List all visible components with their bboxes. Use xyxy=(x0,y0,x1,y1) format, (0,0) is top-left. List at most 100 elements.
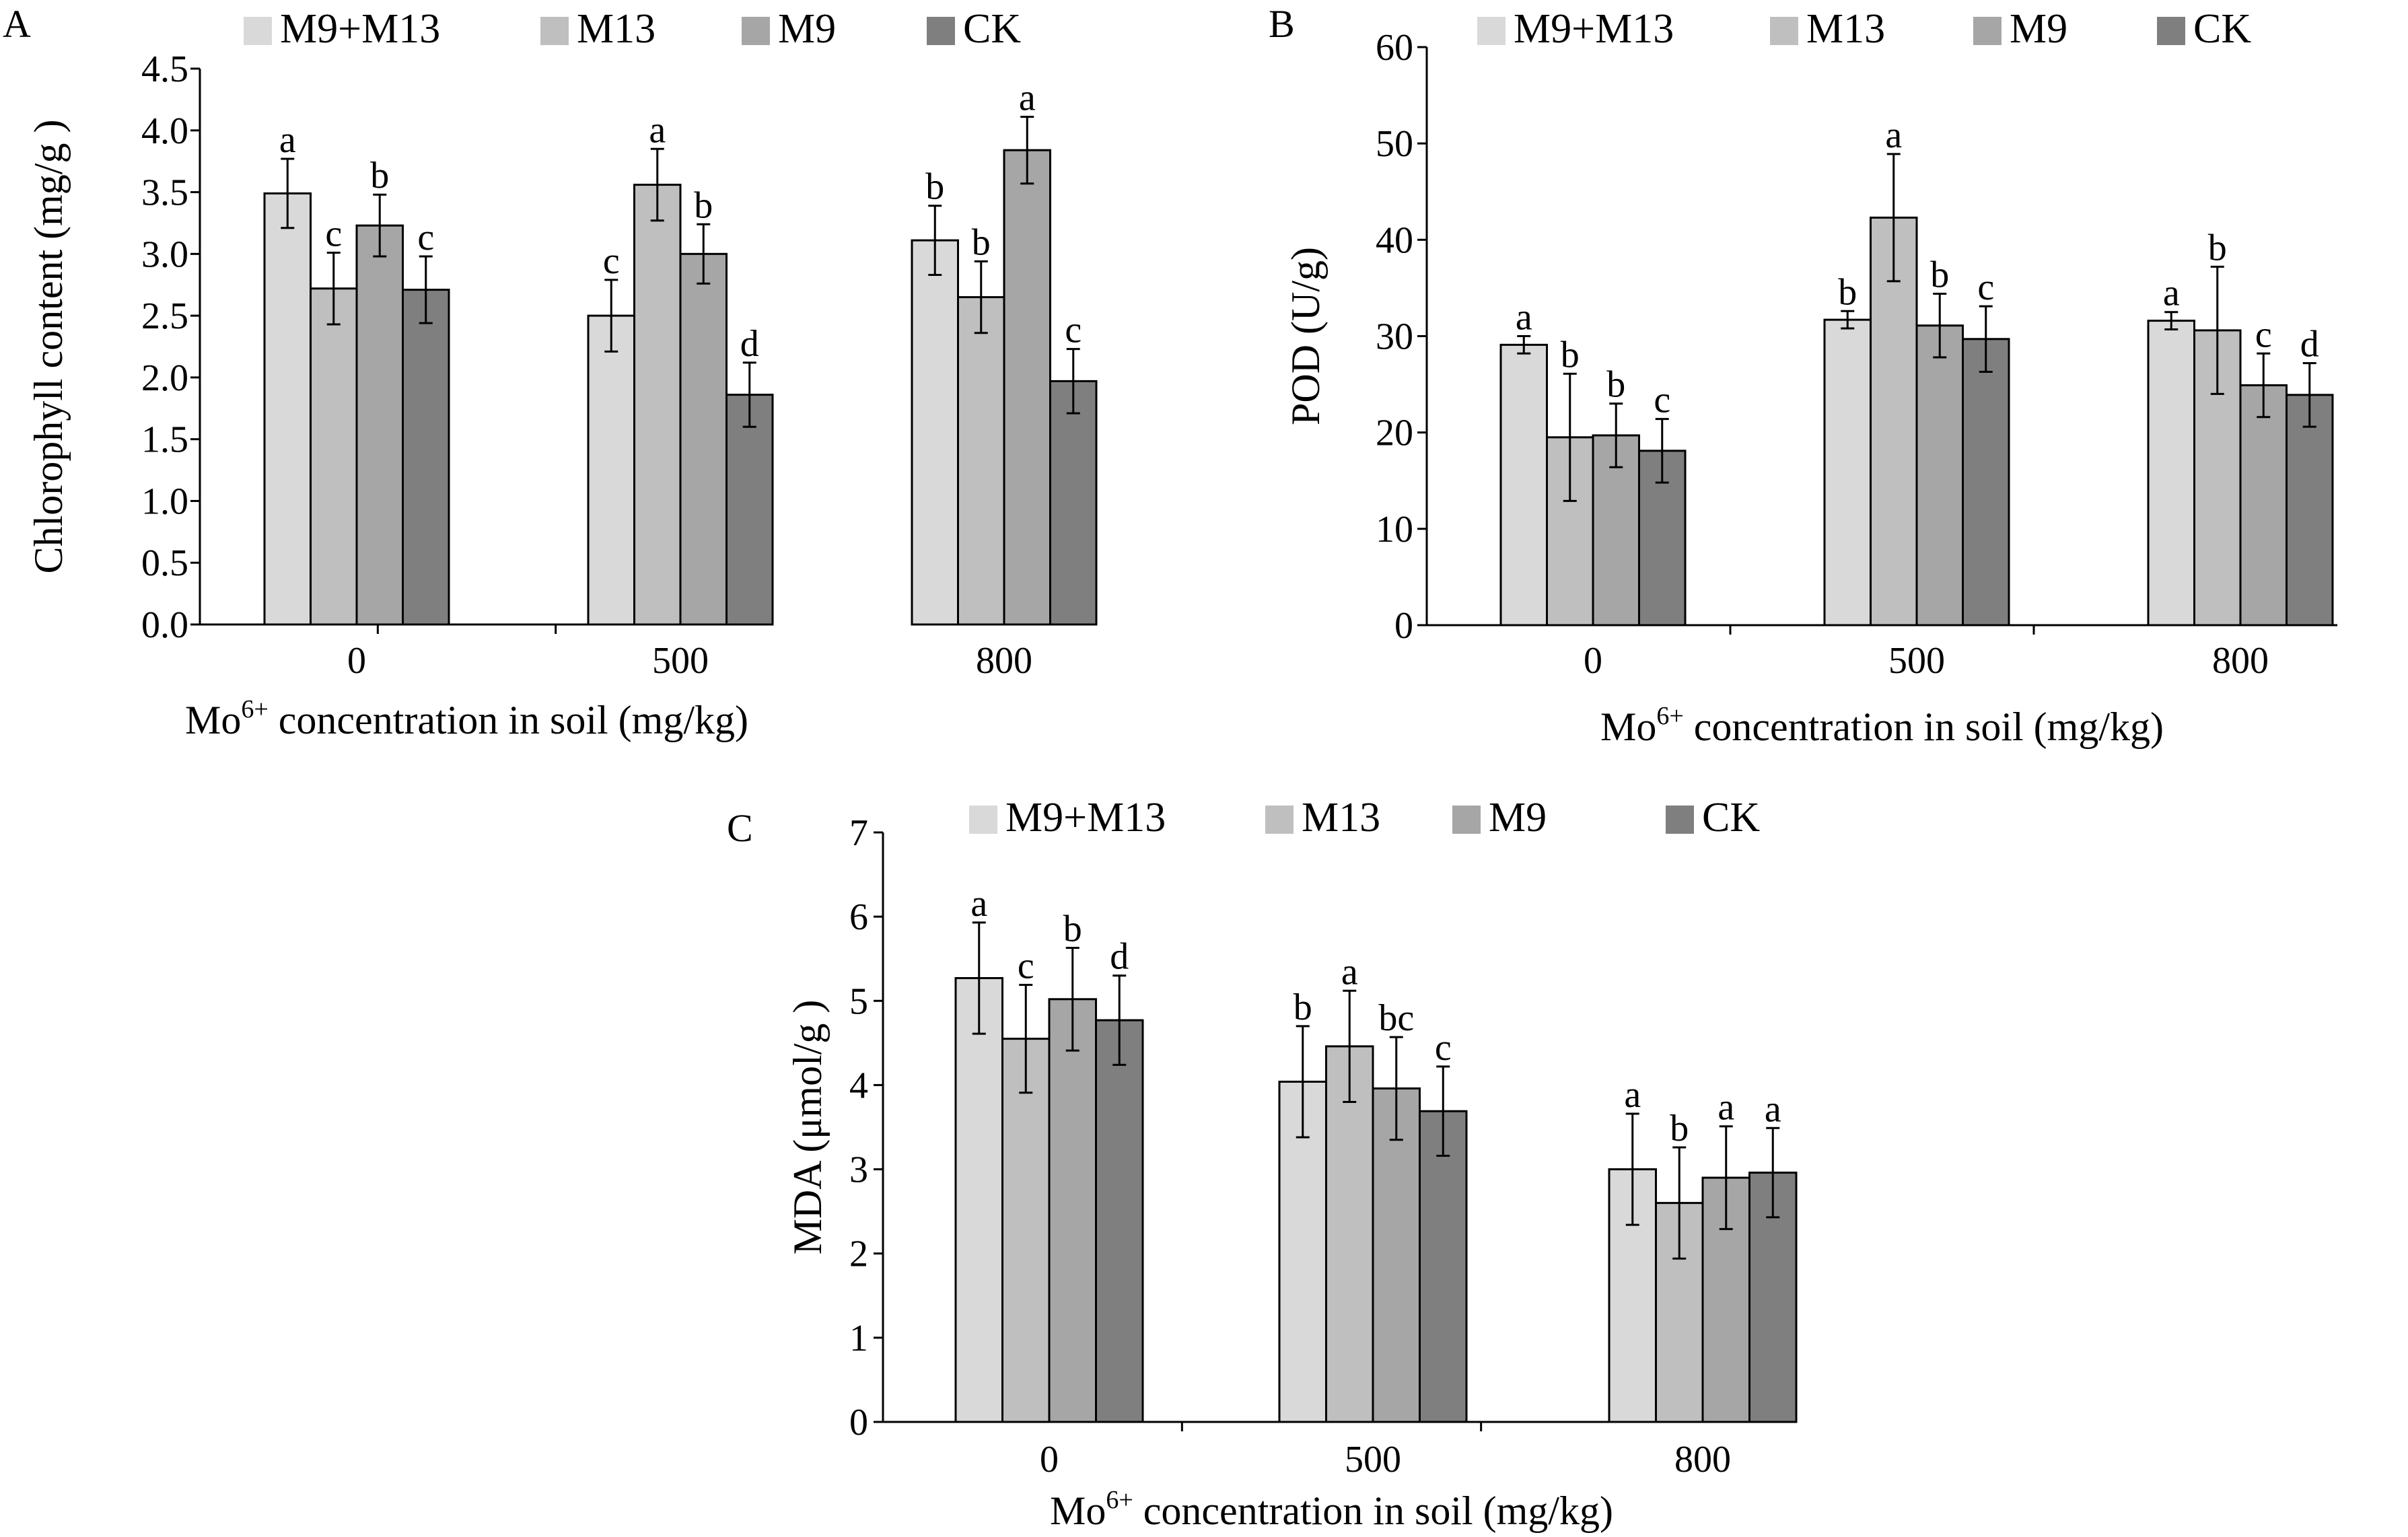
significance-letter: a xyxy=(1516,297,1532,338)
y-tick-label: 4 xyxy=(849,1065,868,1106)
y-axis-title: POD (U/g) xyxy=(1283,247,1328,425)
y-tick-label: 1.5 xyxy=(141,419,188,461)
bar xyxy=(1003,149,1051,626)
y-tick-label: 2 xyxy=(849,1234,868,1275)
x-axis-title: Mo6+ concentration in soil (mg/kg) xyxy=(1050,1486,1613,1533)
legend-swatch xyxy=(244,17,272,45)
significance-letter: a xyxy=(649,109,666,151)
bar xyxy=(1823,318,1872,627)
significance-letter: c xyxy=(1977,266,1994,308)
x-tick-label: 800 xyxy=(976,640,1032,682)
y-tick-label: 2.5 xyxy=(141,295,188,337)
y-tick-label: 20 xyxy=(1376,413,1413,454)
y-axis-title: MDA (μmol/g ) xyxy=(785,1000,830,1255)
significance-letter: b xyxy=(1561,334,1580,376)
legend-swatch xyxy=(742,17,770,45)
bar xyxy=(1049,380,1098,626)
significance-letter: b xyxy=(2208,227,2227,269)
significance-letter: c xyxy=(325,213,342,254)
significance-letter: b xyxy=(1294,987,1312,1028)
legend-label: M13 xyxy=(1806,6,1885,52)
significance-letter: a xyxy=(1624,1074,1641,1116)
legend-swatch xyxy=(1265,806,1294,834)
legend-swatch xyxy=(1666,806,1694,834)
panel-letter: B xyxy=(1269,2,1295,46)
legend-swatch xyxy=(927,17,955,45)
legend-swatch xyxy=(1477,17,1506,45)
significance-letter: a xyxy=(1341,951,1358,993)
significance-letter: b xyxy=(694,184,713,226)
significance-letter: a xyxy=(970,883,987,925)
legend-swatch xyxy=(969,806,997,834)
y-tick-label: 5 xyxy=(849,980,868,1022)
bar xyxy=(2147,320,2195,627)
bar xyxy=(1499,343,1548,627)
significance-letter: a xyxy=(1019,77,1036,119)
significance-letter: c xyxy=(603,240,620,282)
y-tick-label: 3.5 xyxy=(141,172,188,214)
bar xyxy=(263,192,312,626)
significance-letter: d xyxy=(1110,936,1129,978)
bar xyxy=(1001,1038,1051,1423)
y-tick-label: 30 xyxy=(1376,316,1413,358)
bar xyxy=(679,252,728,626)
x-tick-label: 500 xyxy=(1888,640,1945,682)
bar xyxy=(957,296,1005,626)
significance-letter: b xyxy=(1063,908,1082,950)
legend-label: M9+M13 xyxy=(1514,6,1674,52)
significance-letter: b xyxy=(1838,271,1857,313)
significance-letter: c xyxy=(1018,945,1034,987)
significance-letter: a xyxy=(2163,273,2180,314)
y-tick-label: 3.0 xyxy=(141,234,188,275)
y-tick-label: 1 xyxy=(849,1318,868,1359)
significance-letter: c xyxy=(417,217,434,258)
y-tick-label: 4.5 xyxy=(141,48,188,90)
legend-label: M13 xyxy=(1302,795,1380,841)
x-tick-label: 500 xyxy=(652,640,709,682)
y-tick-label: 4.0 xyxy=(141,110,188,152)
y-tick-label: 0 xyxy=(849,1402,868,1443)
bar xyxy=(1870,216,1918,627)
legend-label: CK xyxy=(1702,795,1760,841)
y-tick-label: 40 xyxy=(1376,219,1413,261)
y-tick-label: 1.0 xyxy=(141,480,188,522)
significance-letter: b xyxy=(925,166,944,208)
legend-swatch xyxy=(1452,806,1481,834)
significance-letter: bc xyxy=(1378,997,1414,1039)
y-tick-label: 2.0 xyxy=(141,357,188,399)
significance-letter: c xyxy=(1435,1027,1452,1069)
significance-letter: b xyxy=(1670,1108,1689,1149)
bar xyxy=(587,314,635,626)
significance-letter: c xyxy=(2255,314,2272,355)
legend-label: M9 xyxy=(778,6,836,52)
x-tick-label: 0 xyxy=(1584,640,1602,682)
bar xyxy=(633,184,682,626)
y-tick-label: 10 xyxy=(1376,509,1413,550)
x-axis-title: Mo6+ concentration in soil (mg/kg) xyxy=(185,695,748,742)
y-tick-label: 3 xyxy=(849,1149,868,1191)
bar xyxy=(402,289,450,626)
significance-letter: b xyxy=(1606,364,1625,406)
significance-letter: d xyxy=(2300,324,2319,365)
significance-letter: a xyxy=(1765,1088,1781,1130)
legend-label: M9 xyxy=(2010,6,2067,52)
legend-swatch xyxy=(2157,17,2185,45)
y-tick-label: 0.0 xyxy=(141,604,188,646)
panel-letter: A xyxy=(3,2,31,46)
significance-letter: a xyxy=(1718,1087,1734,1129)
significance-letter: d xyxy=(740,323,759,365)
x-tick-label: 800 xyxy=(2212,640,2269,682)
x-tick-label: 0 xyxy=(1040,1439,1059,1480)
significance-letter: b xyxy=(1930,254,1949,296)
bar xyxy=(954,976,1003,1423)
bar xyxy=(2286,394,2334,627)
x-tick-label: 0 xyxy=(347,640,366,682)
y-tick-label: 7 xyxy=(849,812,868,854)
significance-letter: b xyxy=(972,221,991,263)
legend-label: M9 xyxy=(1489,795,1547,841)
bar xyxy=(1048,998,1097,1423)
legend-label: CK xyxy=(963,6,1021,52)
significance-letter: a xyxy=(279,119,296,161)
bar xyxy=(725,394,774,626)
